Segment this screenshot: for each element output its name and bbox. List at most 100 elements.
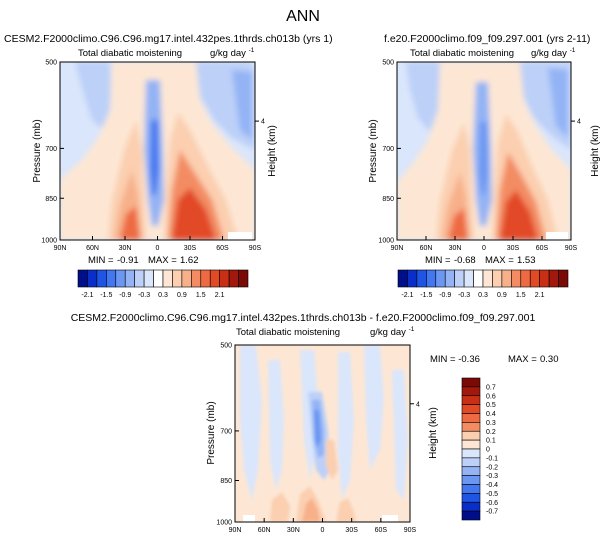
stat-max-label: MAX = [148, 255, 177, 266]
x-tick-label: 30N [119, 245, 132, 252]
colorbar: -2.1 -1.5 -0.9 -0.3 0.3 0.9 1.5 2.1 [77, 269, 249, 299]
colorbar-box [463, 269, 474, 288]
colorbar-label: 0.3 [158, 292, 168, 299]
colorbar-box [558, 269, 569, 288]
colorbar-box [520, 269, 531, 288]
x-tick-label: 90N [229, 527, 242, 534]
colorbar-label: 0.9 [497, 292, 507, 299]
panel-units: g/kg day -1 [210, 47, 255, 59]
y-axis-label: Pressure (mb) [206, 401, 217, 464]
panel-model: CESM2.F2000climo.C96.C96.mg17.intel.432p… [4, 33, 333, 299]
panel-title: f.e20.F2000climo.f09_f09.297.001 (yrs 2-… [384, 33, 590, 45]
stats-line: MIN = -0.91 MAX = 1.62 [88, 255, 199, 266]
colorbar-label: 0.5 [486, 402, 496, 409]
colorbar-label: 0.6 [486, 393, 496, 400]
contour-field [397, 62, 571, 240]
y-tick-label: 850 [382, 196, 394, 203]
contour-neg-0 [240, 345, 262, 500]
panel-units: g/kg day -1 [370, 326, 415, 338]
y-right-tick-label: 4 [261, 119, 265, 126]
colorbar-box [191, 269, 202, 288]
colorbar-box [529, 269, 540, 288]
y-axis-label: Pressure (mb) [368, 119, 379, 182]
colorbar-box [87, 269, 98, 288]
stat-max-label: MAX = [485, 255, 514, 266]
y-tick-label: 850 [220, 478, 232, 485]
colorbar-label: -0.9 [119, 292, 131, 299]
colorbar-label: 2.1 [535, 292, 545, 299]
y-tick-label: 850 [45, 196, 57, 203]
colorbar-box [153, 269, 164, 288]
contour-neg-5 [392, 370, 408, 500]
panel-subtitle: Total diabatic moistening [236, 327, 340, 338]
colorbar-box [492, 269, 503, 288]
colorbar-box [461, 501, 481, 512]
colorbar-box [143, 269, 154, 288]
y-tick-label: 1000 [378, 238, 394, 245]
colorbar-label: -2.1 [81, 292, 93, 299]
units-text: g/kg day [531, 48, 567, 59]
colorbar-label: -0.9 [439, 292, 451, 299]
colorbar-label: -0.3 [458, 292, 470, 299]
colorbar-box [461, 457, 481, 468]
colorbar-box [461, 439, 481, 450]
colorbar-box [461, 413, 481, 423]
stat-min-label: MIN = -0.36 [430, 354, 480, 365]
colorbar-box [461, 430, 481, 441]
panel-subtitle: Total diabatic moistening [78, 48, 182, 59]
stats-line: MIN = -0.36 MAX = 0.30 [430, 354, 559, 365]
x-tick-label: 30S [184, 245, 197, 252]
colorbar-box [461, 377, 481, 388]
colorbar-label: 0.2 [486, 429, 496, 436]
x-tick-label: 90S [565, 245, 578, 252]
colorbar: -2.1 -1.5 -0.9 -0.3 0.3 0.9 1.5 2.1 [397, 269, 569, 299]
colorbar-label: 0.7 [486, 384, 496, 391]
colorbar-label: -0.3 [486, 473, 498, 480]
colorbar-box [397, 269, 408, 288]
y-axis-label-right: Height (km) [428, 407, 439, 459]
stat-min-value: -0.91 [117, 255, 139, 266]
contour-neg-1 [268, 360, 284, 490]
y-axis-label-right: Height (km) [590, 125, 601, 177]
colorbar-label: -0.1 [486, 455, 498, 462]
contour-neg-8 [314, 410, 321, 448]
units-exponent: -1 [570, 47, 576, 54]
stat-max-value: 1.53 [517, 255, 536, 266]
x-tick-label: 90N [391, 245, 404, 252]
x-tick-label: 0 [482, 245, 486, 252]
colorbar-box [219, 269, 230, 288]
colorbar-box [501, 269, 512, 288]
contour-pos-6 [500, 190, 538, 240]
contour-pos-5 [120, 206, 140, 240]
stat-max-value: 0.30 [540, 354, 559, 365]
colorbar-box [511, 269, 522, 288]
contour-pos-3 [326, 440, 338, 480]
colorbar-box [426, 269, 437, 288]
panel-control: f.e20.F2000climo.f09_f09.297.001 (yrs 2-… [368, 33, 601, 299]
colorbar-label: -0.5 [486, 491, 498, 498]
colorbar-box [96, 269, 107, 288]
stat-max-label: MAX = [508, 354, 537, 365]
missing-data-patch [382, 515, 398, 522]
y-axis-label-right: Height (km) [267, 125, 278, 177]
colorbar-box [238, 269, 249, 288]
x-tick-label: 30N [449, 245, 462, 252]
contour-neg-4 [479, 122, 488, 194]
y-tick-label: 500 [220, 343, 232, 350]
missing-data-patch [546, 232, 568, 240]
colorbar-label: 0.1 [486, 438, 496, 445]
colorbar-label: 0.9 [177, 292, 187, 299]
colorbar-label: -1.5 [420, 292, 432, 299]
stat-min-label: MIN = [88, 255, 114, 266]
contour-neg-4 [364, 345, 384, 470]
y-tick-label: 1000 [41, 238, 57, 245]
units-text: g/kg day [210, 48, 246, 59]
colorbar-label: -0.2 [486, 464, 498, 471]
colorbar-box [539, 269, 550, 288]
contour-pos-4 [270, 492, 290, 522]
y-tick-label: 700 [220, 428, 232, 435]
colorbar-label: -0.6 [486, 500, 498, 507]
contour-neg-4 [150, 120, 159, 195]
colorbar-box [106, 269, 117, 288]
